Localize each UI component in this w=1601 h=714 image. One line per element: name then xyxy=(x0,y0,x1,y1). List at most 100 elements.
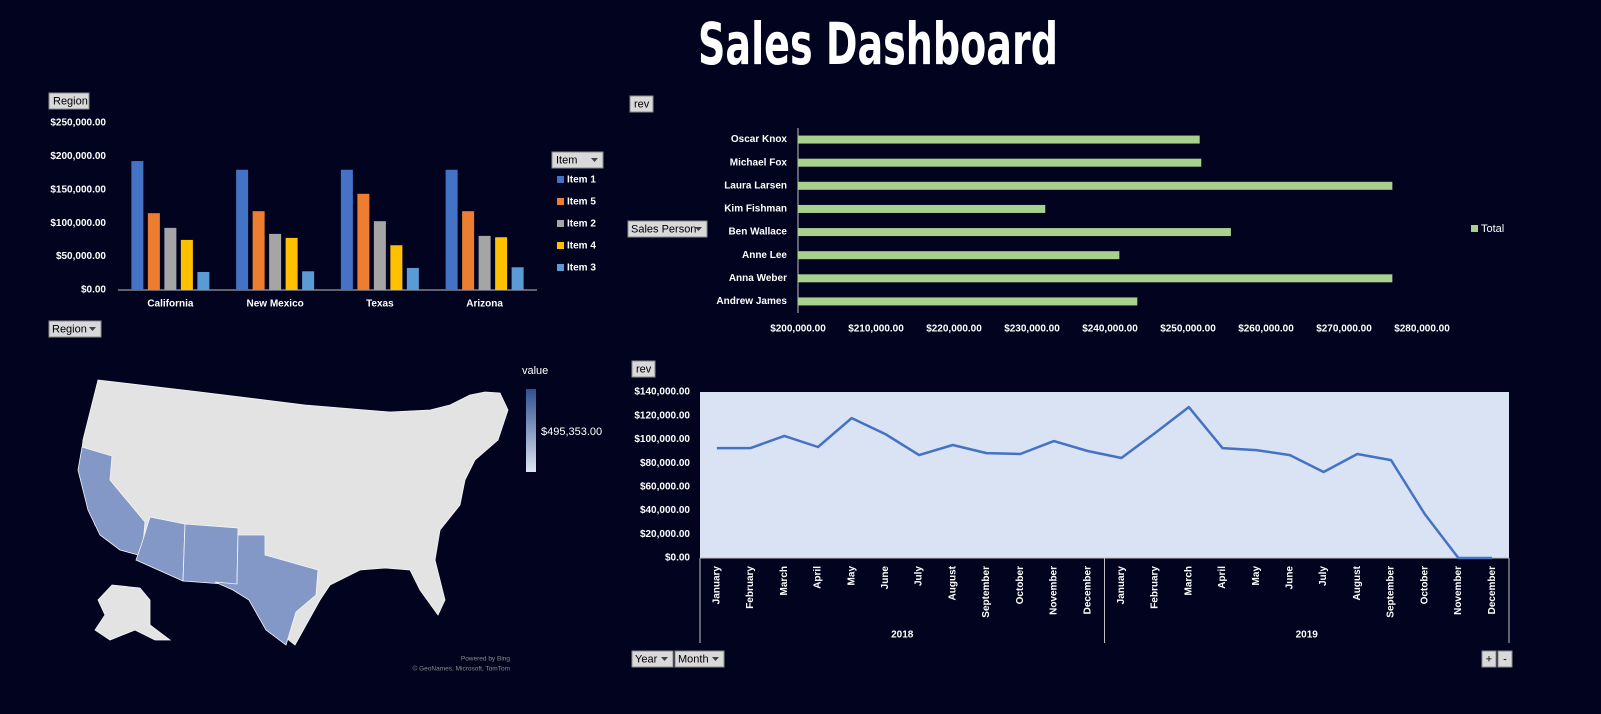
bar xyxy=(798,274,1393,283)
legend-swatch xyxy=(1471,225,1478,232)
x-tick-label: November xyxy=(1049,566,1060,615)
y-tick-label: $100,000.00 xyxy=(634,434,690,445)
y-tick-label: $0.00 xyxy=(81,285,106,296)
x-tick-label: September xyxy=(981,566,992,618)
bar xyxy=(798,158,1202,167)
button-label: rev xyxy=(634,98,650,110)
x-tick-label: June xyxy=(1285,566,1296,590)
region-field-button[interactable]: Region xyxy=(48,92,90,110)
bar xyxy=(147,213,160,290)
y-tick-label: $150,000.00 xyxy=(50,184,106,195)
button-label: Year xyxy=(635,653,658,665)
dropdown-arrow xyxy=(661,657,668,661)
bar xyxy=(252,211,265,290)
dropdown-arrow xyxy=(712,657,719,661)
x-tick-label: October xyxy=(1015,566,1026,604)
y-tick-label: Anna Weber xyxy=(729,273,787,284)
legend-swatch xyxy=(557,198,564,205)
dropdown-arrow xyxy=(89,327,96,331)
bar xyxy=(798,135,1200,144)
bar xyxy=(357,193,370,290)
legend-label: Item 1 xyxy=(567,175,596,186)
x-tick-label: $280,000.00 xyxy=(1394,324,1450,335)
item-filter-button[interactable]: Item xyxy=(551,151,604,169)
x-tick-label: April xyxy=(1217,566,1228,589)
x-tick-label: $220,000.00 xyxy=(926,324,982,335)
map-region xyxy=(182,523,239,586)
x-tick-label: December xyxy=(1082,566,1093,614)
zoom-in-button[interactable]: + xyxy=(1481,650,1497,668)
legend-swatch xyxy=(557,176,564,183)
attribution: Powered by Bing xyxy=(461,656,511,663)
sales-person-filter-button[interactable]: Sales Person xyxy=(627,220,708,238)
bar xyxy=(478,235,491,290)
legend-label: Item 5 xyxy=(567,197,596,208)
y-tick-label: $50,000.00 xyxy=(56,251,106,262)
y-tick-label: $60,000.00 xyxy=(640,481,690,492)
x-tick-label: March xyxy=(779,566,790,595)
map-region xyxy=(214,534,319,646)
x-tick-label: June xyxy=(880,566,891,590)
x-tick-label: $270,000.00 xyxy=(1316,324,1372,335)
button-label: Sales Person xyxy=(631,223,696,235)
bar xyxy=(511,267,524,290)
month-filter-button[interactable]: Month xyxy=(674,650,725,668)
year-filter-button[interactable]: Year xyxy=(631,650,674,668)
group-label: 2018 xyxy=(891,630,914,641)
bar xyxy=(406,267,419,290)
bar xyxy=(340,169,353,290)
x-tick-label: November xyxy=(1453,566,1464,615)
bar xyxy=(236,169,249,290)
color-scale xyxy=(526,389,536,472)
dropdown-arrow xyxy=(695,227,702,231)
y-tick-label: $20,000.00 xyxy=(640,529,690,540)
x-tick-label: April xyxy=(813,566,824,589)
region-filter-button[interactable]: Region xyxy=(48,320,102,338)
y-tick-label: $40,000.00 xyxy=(640,505,690,516)
bar xyxy=(462,211,475,290)
button-label: - xyxy=(1503,653,1507,665)
bar xyxy=(495,237,508,290)
x-tick-label: January xyxy=(1116,566,1127,605)
x-tick-label: September xyxy=(1386,566,1397,618)
legend-label: Item 3 xyxy=(567,263,596,274)
map-region xyxy=(77,446,146,557)
legend-label: Item 2 xyxy=(567,219,596,230)
rev-field-button[interactable]: rev xyxy=(631,360,656,378)
button-label: rev xyxy=(636,363,652,375)
y-tick-label: Ben Wallace xyxy=(728,227,787,238)
bar xyxy=(197,271,210,290)
bar xyxy=(180,239,193,290)
x-tick-label: August xyxy=(1352,565,1363,600)
button-label: Region xyxy=(53,95,88,107)
plot-area xyxy=(700,392,1509,558)
bar xyxy=(798,251,1120,260)
x-tick-label: New Mexico xyxy=(247,299,304,310)
bar xyxy=(798,297,1138,306)
x-tick-label: October xyxy=(1419,566,1430,604)
bar xyxy=(164,227,177,290)
bar xyxy=(373,221,386,290)
x-tick-label: February xyxy=(745,566,756,609)
y-tick-label: $200,000.00 xyxy=(50,151,106,162)
y-tick-label: Oscar Knox xyxy=(731,134,788,145)
color-scale-label: $495,353.00 xyxy=(541,426,602,438)
legend-label: Item 4 xyxy=(567,241,596,252)
button-label: Item xyxy=(556,154,577,166)
y-tick-label: Michael Fox xyxy=(730,157,788,168)
rev-field-button[interactable]: rev xyxy=(629,95,654,113)
bar xyxy=(390,245,403,290)
map-region xyxy=(135,516,186,582)
x-tick-label: July xyxy=(914,566,925,586)
bar xyxy=(302,271,315,290)
bar xyxy=(269,233,282,290)
legend-title: value xyxy=(522,365,548,377)
button-label: Region xyxy=(52,323,87,335)
bar xyxy=(445,169,458,290)
y-tick-label: Andrew James xyxy=(716,296,787,307)
zoom-out-button[interactable]: - xyxy=(1497,650,1513,668)
attribution: © GeoNames, Microsoft, TomTom xyxy=(413,665,511,673)
y-tick-label: Laura Larsen xyxy=(724,180,787,191)
x-tick-label: Texas xyxy=(366,299,394,310)
